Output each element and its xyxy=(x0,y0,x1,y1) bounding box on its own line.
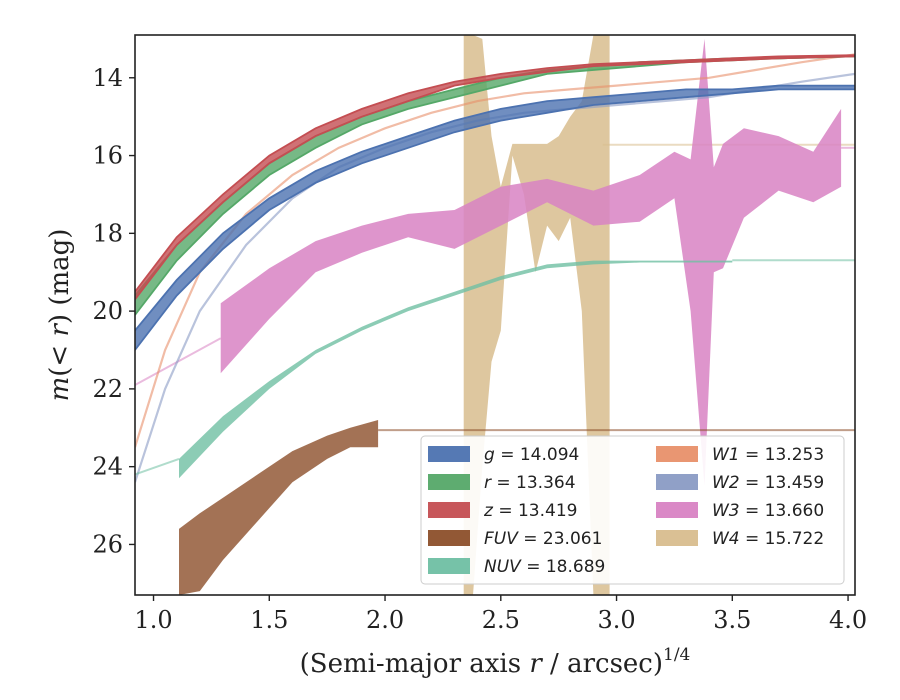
legend-label-var: NUV xyxy=(484,557,522,577)
legend-swatch-w2 xyxy=(656,474,698,490)
legend-label-value: = 13.660 xyxy=(740,501,825,521)
legend-label-value: = 14.094 xyxy=(495,445,580,465)
legend-box xyxy=(420,435,845,585)
y-tick-label: 22 xyxy=(92,375,123,403)
legend-label-value: = 23.061 xyxy=(518,529,603,549)
axes-layer: 1.0 1.5 2.0 2.5 3.0 3.5 4.0 14 16 18 20 22 24 26 (Semi… xyxy=(45,34,867,679)
series-g-line-upper xyxy=(135,88,855,351)
y-axis-label-part: ) (mag) xyxy=(45,229,75,325)
legend-swatch-fuv xyxy=(428,530,470,546)
legend-label-value: = 13.253 xyxy=(740,445,825,465)
legend-label-w2: W2 = 13.459 xyxy=(712,473,824,493)
legend-label-value: = 13.419 xyxy=(493,501,578,521)
series-nuv-band xyxy=(179,260,733,479)
x-tick-label: 1.0 xyxy=(134,606,172,634)
legend-label-nuv: NUV = 18.689 xyxy=(484,557,605,577)
legend-label-z: z = 13.419 xyxy=(483,501,577,521)
y-axis-label-var: r xyxy=(45,323,75,337)
legend-label-g: g = 14.094 xyxy=(484,445,579,465)
y-tick-label: 16 xyxy=(92,142,123,170)
legend-swatch-g xyxy=(428,446,470,462)
legend-label-var: W4 xyxy=(712,529,740,549)
x-axis-label-part: (Semi-major axis xyxy=(300,649,530,679)
series-w4-band xyxy=(463,35,610,595)
y-tick-label: 14 xyxy=(92,64,123,92)
plot-layer xyxy=(135,35,855,595)
legend-label-var: g xyxy=(484,445,495,465)
legend-label-fuv: FUV = 23.061 xyxy=(484,529,602,549)
x-axis-label-var: r xyxy=(529,649,543,679)
x-tick-label: 4.0 xyxy=(829,606,867,634)
x-tick-label: 2.5 xyxy=(482,606,520,634)
x-axis-label-exponent: 1/4 xyxy=(663,645,690,665)
y-tick-label: 24 xyxy=(92,453,123,481)
x-tick-label: 2.0 xyxy=(366,606,404,634)
legend-label-w1: W1 = 13.253 xyxy=(712,445,824,465)
plot-frame xyxy=(134,34,856,596)
legend-swatch-z xyxy=(428,502,470,518)
legend-label-var: W2 xyxy=(712,473,740,493)
x-axis-label: (Semi-major axis r / arcsec)1/4 xyxy=(300,645,691,679)
y-tick-label: 26 xyxy=(92,530,123,558)
y-tick-label: 18 xyxy=(92,219,123,247)
series-fuv-band xyxy=(179,420,379,595)
series-g-line-lower xyxy=(135,84,855,332)
legend-label-var: z xyxy=(483,501,494,521)
y-tick-label: 20 xyxy=(92,297,123,325)
legend-label-var: W1 xyxy=(712,445,740,465)
legend-label-var: FUV xyxy=(484,529,519,549)
legend-label-value: = 15.722 xyxy=(740,529,825,549)
legend-swatch-nuv xyxy=(428,558,470,574)
series-z-line-lower xyxy=(135,54,855,293)
legend-label-value: = 13.459 xyxy=(740,473,825,493)
x-tick-label: 1.5 xyxy=(250,606,288,634)
series-nuv-extension xyxy=(135,457,180,476)
y-axis-label-var: m xyxy=(45,377,75,402)
y-axis-label: m(< r) (mag) xyxy=(45,229,75,402)
legend-swatch-w4 xyxy=(656,530,698,546)
legend-label-value: = 13.364 xyxy=(491,473,576,493)
x-axis-label-part: / arcsec) xyxy=(542,649,663,679)
legend-swatch-w3 xyxy=(656,502,698,518)
legend-swatch-r xyxy=(428,474,470,490)
legend-label-w4: W4 = 15.722 xyxy=(712,529,824,549)
legend-label-r: r = 13.364 xyxy=(484,473,576,493)
legend-label-w3: W3 = 13.660 xyxy=(712,501,824,521)
legend-swatch-w1 xyxy=(656,446,698,462)
series-z-line-upper xyxy=(135,55,855,300)
legend-label-var: r xyxy=(484,473,492,493)
x-tick-label: 3.0 xyxy=(597,606,635,634)
legend-label-var: W3 xyxy=(712,501,740,521)
x-tick-label: 3.5 xyxy=(713,606,751,634)
y-axis-label-part: (< xyxy=(45,337,75,377)
legend-label-value: = 18.689 xyxy=(521,557,606,577)
